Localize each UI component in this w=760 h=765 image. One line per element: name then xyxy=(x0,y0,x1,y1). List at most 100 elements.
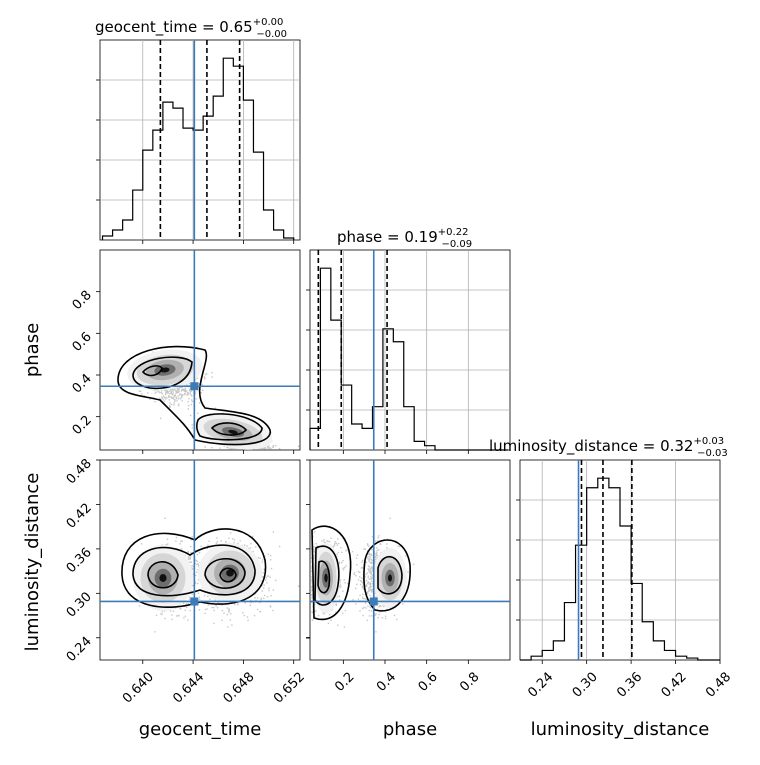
contour-inner xyxy=(204,557,246,589)
sample-point xyxy=(360,581,363,583)
sample-point xyxy=(368,590,370,593)
sample-point xyxy=(213,609,215,612)
sample-point xyxy=(379,611,381,613)
sample-point xyxy=(187,558,190,561)
sample-point xyxy=(327,540,329,543)
sample-point xyxy=(367,545,370,547)
sample-point xyxy=(344,609,347,612)
sample-point xyxy=(357,570,360,573)
sample-point xyxy=(361,567,363,569)
sample-point xyxy=(188,389,191,392)
sample-point xyxy=(197,565,200,568)
sample-point xyxy=(338,542,340,545)
sample-point xyxy=(323,541,325,543)
sample-point xyxy=(173,404,175,406)
sample-point xyxy=(182,388,185,391)
sample-point xyxy=(363,606,365,609)
contour-inner xyxy=(317,560,331,594)
sample-point xyxy=(327,622,330,625)
sample-point xyxy=(367,605,369,607)
sample-point xyxy=(179,393,181,395)
sample-point xyxy=(264,555,266,557)
contours-distance-geocent xyxy=(121,528,267,608)
sample-point xyxy=(362,588,364,590)
sample-point xyxy=(345,550,347,552)
sample-point xyxy=(355,575,357,577)
sample-point xyxy=(342,568,345,571)
sample-point xyxy=(170,391,172,393)
sample-point xyxy=(267,553,269,556)
sample-point xyxy=(216,540,219,543)
sample-point xyxy=(368,599,371,602)
sample-point xyxy=(311,567,313,569)
sample-point xyxy=(182,388,184,390)
grid-lines xyxy=(541,460,676,660)
sample-point xyxy=(367,589,370,591)
sample-point xyxy=(335,611,337,613)
sample-point xyxy=(171,618,173,621)
sample-point xyxy=(197,412,199,415)
sample-point xyxy=(179,394,181,396)
sample-point xyxy=(366,619,368,621)
sample-point xyxy=(267,575,270,577)
sample-point xyxy=(311,597,314,599)
sample-point xyxy=(189,391,191,393)
sample-point xyxy=(141,543,143,545)
sample-point xyxy=(366,591,368,594)
sample-point xyxy=(177,404,180,407)
sample-point xyxy=(270,595,272,597)
sample-point xyxy=(198,402,201,404)
sample-point xyxy=(192,584,194,587)
density-distance-phase xyxy=(312,543,407,613)
sample-point xyxy=(356,554,359,556)
sample-point xyxy=(207,604,209,606)
sample-point xyxy=(272,609,274,612)
sample-point xyxy=(364,602,367,604)
sample-point xyxy=(364,576,366,578)
sample-point xyxy=(297,585,300,587)
sample-point xyxy=(314,531,316,533)
sample-point xyxy=(228,537,230,539)
sample-point xyxy=(194,549,196,552)
sample-point xyxy=(370,568,372,570)
panel-luminosity-distance-vs-phase xyxy=(309,459,511,661)
sample-point xyxy=(205,373,208,375)
sample-point xyxy=(367,558,369,560)
sample-point xyxy=(204,446,206,448)
sample-point xyxy=(312,556,315,559)
truth-point xyxy=(369,597,378,606)
sample-point xyxy=(383,605,385,608)
sample-point xyxy=(364,548,366,550)
sample-point xyxy=(341,551,343,554)
sample-point xyxy=(317,547,319,549)
sample-point xyxy=(369,567,371,569)
contour-inner xyxy=(141,365,163,377)
sample-point xyxy=(154,631,156,633)
sample-point xyxy=(262,576,265,578)
sample-point xyxy=(370,562,372,565)
sample-point xyxy=(311,570,313,572)
sample-point xyxy=(368,565,370,568)
sample-point xyxy=(337,551,339,554)
x-tick-label: 0.644 xyxy=(170,670,207,707)
sample-point xyxy=(188,557,190,559)
sample-point xyxy=(188,555,190,557)
sample-point xyxy=(154,400,156,403)
sample-point xyxy=(209,598,211,601)
sample-point xyxy=(344,582,346,584)
sample-point xyxy=(369,594,371,597)
sample-point xyxy=(367,556,369,558)
sample-point xyxy=(181,389,183,391)
sample-point xyxy=(365,561,367,563)
sample-point xyxy=(369,589,371,591)
sample-point xyxy=(343,579,345,581)
sample-point xyxy=(178,389,180,391)
sample-point xyxy=(246,616,249,618)
sample-point xyxy=(189,545,192,548)
sample-point xyxy=(138,390,141,392)
sample-point xyxy=(164,389,166,391)
sample-point xyxy=(374,614,376,616)
sample-point xyxy=(187,550,189,553)
sample-point xyxy=(312,548,315,550)
sample-point xyxy=(260,597,263,599)
